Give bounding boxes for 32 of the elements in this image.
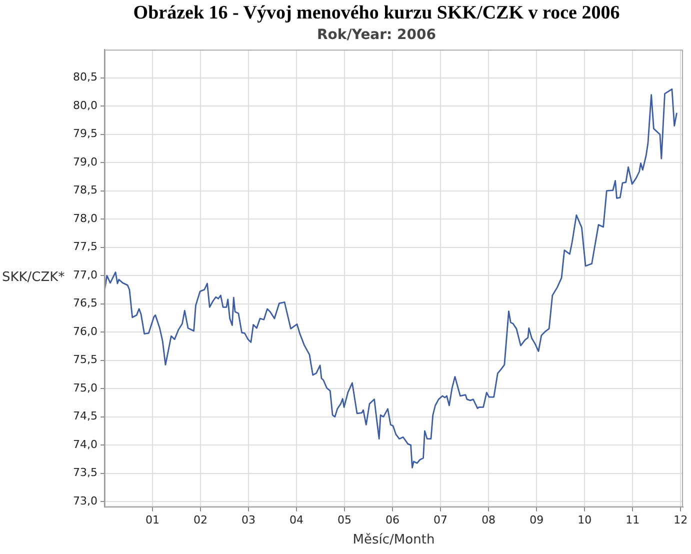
x-axis-title: Měsíc/Month	[352, 532, 435, 548]
y-tick-label: 77,0	[72, 268, 98, 282]
chart-title: Obrázek 16 - Vývoj menového kurzu SKK/CZK v roce 2006	[133, 2, 620, 24]
y-axis-title: SKK/CZK*	[2, 270, 65, 286]
y-tick-label: 76,0	[72, 324, 98, 338]
y-tick-label: 77,5	[72, 240, 98, 254]
x-tick-label: 07	[434, 514, 448, 527]
x-tick-label: 06	[386, 514, 400, 527]
y-tick-label: 75,5	[72, 353, 98, 366]
x-tick-label: 04	[290, 514, 304, 527]
y-tick-label: 74,5	[72, 410, 98, 423]
y-tick-label: 74,0	[72, 438, 98, 451]
y-tick-label: 78,0	[72, 212, 98, 225]
y-tick-label: 73,5	[72, 466, 98, 480]
y-tick-label: 80,5	[72, 70, 98, 84]
x-tick-label: 09	[530, 514, 544, 527]
x-tick-label: 02	[194, 514, 208, 527]
x-tick-label: 12	[674, 514, 688, 527]
x-tick-label: 10	[578, 514, 592, 527]
y-tick-label: 75,0	[72, 381, 98, 394]
x-tick-label: 01	[146, 514, 160, 527]
x-tick-label: 11	[626, 514, 640, 527]
y-tick-label: 76,5	[72, 296, 98, 310]
x-tick-label: 05	[338, 514, 352, 527]
y-tick-label: 79,5	[72, 127, 98, 140]
x-tick-label: 08	[482, 514, 496, 527]
x-tick-label: 03	[242, 514, 256, 527]
y-tick-label: 78,5	[72, 184, 98, 197]
y-tick-label: 80,0	[72, 98, 98, 112]
y-tick-label: 79,0	[72, 155, 98, 168]
chart-subtitle: Rok/Year: 2006	[317, 26, 436, 43]
y-tick-label: 73,0	[72, 494, 98, 508]
